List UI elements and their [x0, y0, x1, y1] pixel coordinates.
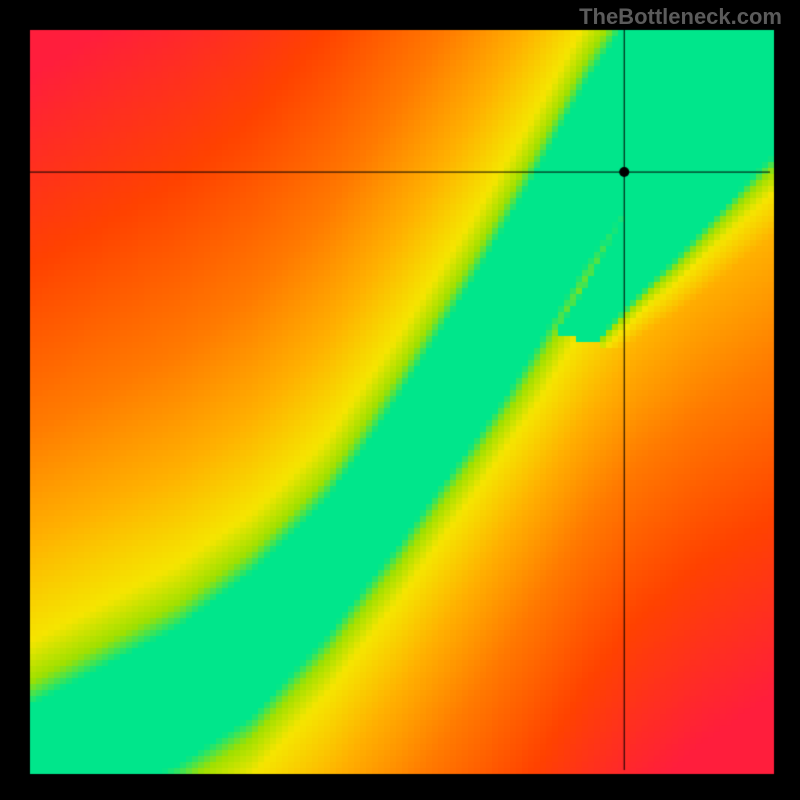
watermark-text: TheBottleneck.com: [579, 4, 782, 30]
bottleneck-chart-container: TheBottleneck.com: [0, 0, 800, 800]
bottleneck-heatmap-canvas: [0, 0, 800, 800]
